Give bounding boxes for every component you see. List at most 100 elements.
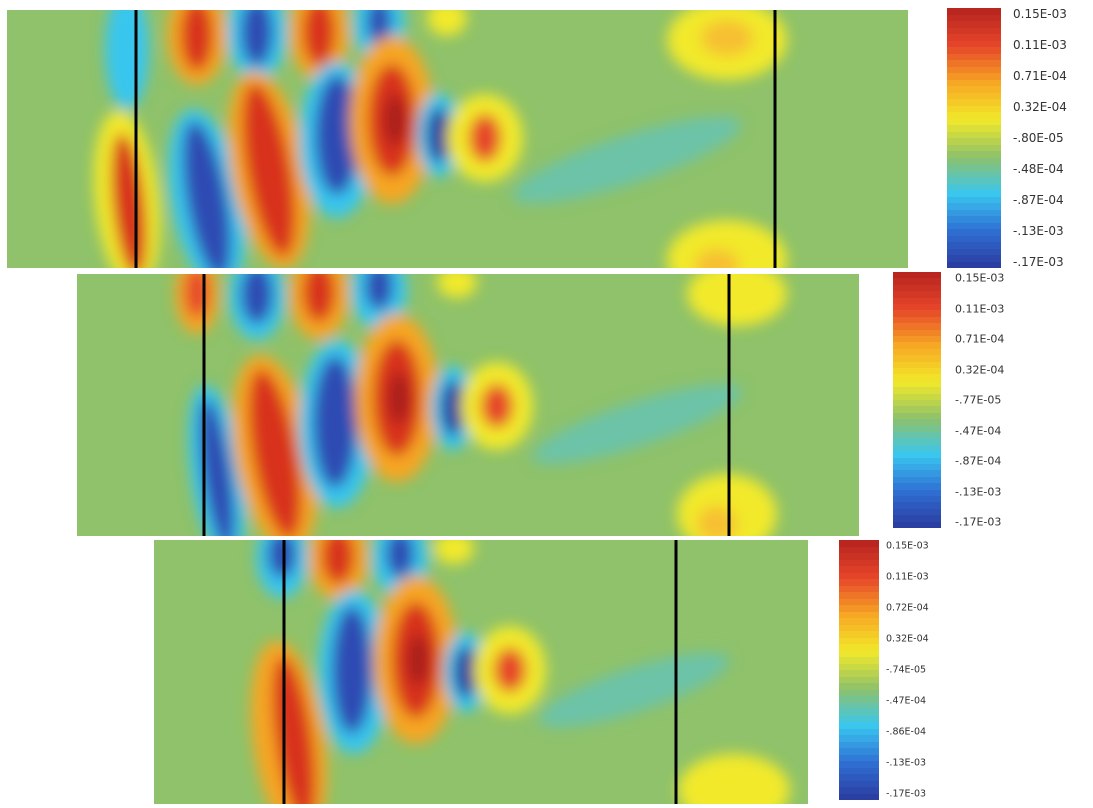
colorbar-band xyxy=(893,515,941,523)
field-panel-3 xyxy=(154,540,808,804)
colorbar-band xyxy=(893,400,941,407)
colorbar-band xyxy=(839,650,879,658)
colorbar-band xyxy=(839,683,879,691)
colorbar-band xyxy=(947,183,1001,191)
colorbar-tick-label: 0.71E-04 xyxy=(955,332,1005,346)
colorbar-band xyxy=(839,559,879,567)
colorbar-band xyxy=(947,92,1001,100)
colorbar-band xyxy=(893,496,941,503)
colorbar-band xyxy=(893,425,941,433)
colorbar-band xyxy=(947,8,1001,16)
colorbar-band xyxy=(893,483,941,491)
colorbar-band xyxy=(839,761,879,769)
colorbar-1 xyxy=(947,8,1001,268)
colorbar-band xyxy=(947,261,1001,268)
colorbar-band xyxy=(893,508,941,516)
colorbar-band xyxy=(839,709,879,717)
colorbar-tick-label: -.17E-03 xyxy=(886,788,927,800)
colorbar-3-tick-labels: 0.15E-03 0.11E-03 0.72E-04 0.32E-04 -.74E-05… xyxy=(886,540,966,800)
colorbar-band xyxy=(893,489,941,497)
colorbar-band xyxy=(947,157,1001,165)
colorbar-band xyxy=(893,310,941,318)
colorbar-band xyxy=(839,579,879,587)
colorbar-band xyxy=(947,196,1001,204)
colorbar-band xyxy=(893,387,941,395)
colorbar-tick-label: -.47E-04 xyxy=(886,695,927,707)
colorbar-band xyxy=(947,66,1001,74)
colorbar-band xyxy=(893,432,941,439)
colorbar-tick-label: -.47E-04 xyxy=(955,424,1002,437)
colorbar-band xyxy=(947,203,1001,211)
field-panel-2 xyxy=(77,274,859,536)
colorbar-band xyxy=(893,272,941,279)
colorbar-band xyxy=(839,631,879,639)
colorbar-band xyxy=(947,255,1001,263)
colorbar-tick-label: -.48E-04 xyxy=(1013,162,1064,176)
colorbar-band xyxy=(893,380,941,388)
colorbar-tick-label: -.80E-05 xyxy=(1013,131,1064,145)
colorbar-band xyxy=(893,476,941,484)
colorbar-band xyxy=(839,741,879,749)
colorbar-band xyxy=(839,774,879,782)
colorbar-band xyxy=(947,177,1001,185)
colorbar-2 xyxy=(893,272,941,528)
colorbar-band xyxy=(893,368,941,375)
colorbar-band xyxy=(839,670,879,678)
colorbar-tick-label: -.87E-04 xyxy=(1013,193,1064,207)
colorbar-band xyxy=(893,348,941,356)
colorbar-band xyxy=(947,105,1001,113)
field-blobs xyxy=(93,10,787,268)
colorbar-tick-label: 0.11E-03 xyxy=(886,571,929,583)
colorbar-band xyxy=(839,767,879,775)
colorbar-band xyxy=(947,47,1001,55)
colorbar-band xyxy=(947,131,1001,139)
colorbar-band xyxy=(947,53,1001,61)
colorbar-band xyxy=(893,412,941,420)
colorbar-band xyxy=(839,696,879,704)
colorbar-tick-label: -.17E-03 xyxy=(955,515,1002,529)
colorbar-band xyxy=(893,444,941,452)
colorbar-tick-label: -.74E-05 xyxy=(886,664,927,676)
colorbar-band xyxy=(947,112,1001,120)
colorbar-band xyxy=(947,21,1001,29)
colorbar-tick-label: 0.15E-03 xyxy=(955,271,1005,285)
field-plot-1 xyxy=(7,10,908,268)
colorbar-tick-label: -.77E-05 xyxy=(955,393,1002,407)
colorbar-tick-label: 0.71E-04 xyxy=(1013,69,1067,83)
colorbar-band xyxy=(839,572,879,580)
colorbar-3 xyxy=(839,540,879,800)
colorbar-band xyxy=(839,605,879,613)
colorbar-band xyxy=(893,284,941,292)
colorbar-band xyxy=(893,470,941,478)
colorbar-band xyxy=(947,164,1001,172)
colorbar-band xyxy=(947,27,1001,35)
colorbar-band xyxy=(839,592,879,600)
colorbar-2-tick-labels: 0.15E-03 0.11E-03 0.71E-04 0.32E-04 -.77E-05… xyxy=(955,271,1035,529)
field-plot-3 xyxy=(154,540,808,804)
colorbar-band xyxy=(839,566,879,574)
colorbar-tick-label: -.13E-03 xyxy=(1013,224,1064,238)
colorbar-band xyxy=(893,355,941,363)
colorbar-band xyxy=(947,170,1001,178)
colorbar-band xyxy=(947,248,1001,256)
colorbar-tick-label: -.86E-04 xyxy=(886,726,927,738)
colorbar-band xyxy=(839,793,879,800)
colorbar-band xyxy=(893,464,941,471)
colorbar-band xyxy=(947,34,1001,42)
colorbar-band xyxy=(839,598,879,606)
colorbar-band xyxy=(893,323,941,331)
colorbar-band xyxy=(839,618,879,626)
colorbar-band xyxy=(893,521,941,528)
colorbar-band xyxy=(839,540,879,548)
colorbar-tick-label: 0.72E-04 xyxy=(886,602,929,614)
colorbar-band xyxy=(839,722,879,730)
colorbar-band xyxy=(893,419,941,427)
colorbar-band xyxy=(893,278,941,286)
colorbar-tick-label: -.13E-03 xyxy=(955,485,1002,498)
colorbar-band xyxy=(947,229,1001,237)
colorbar-tick-label: 0.15E-03 xyxy=(886,540,929,552)
colorbar-band xyxy=(839,754,879,762)
colorbar-band xyxy=(893,291,941,299)
colorbar-band xyxy=(947,151,1001,159)
colorbar-band xyxy=(839,748,879,756)
